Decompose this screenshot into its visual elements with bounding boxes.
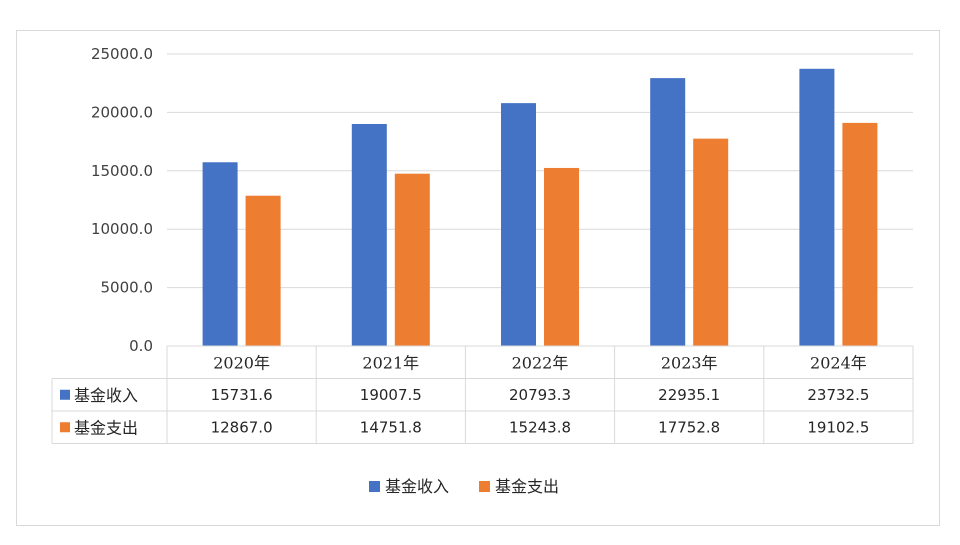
y-tick-label: 5000.0: [101, 279, 154, 297]
y-tick-label: 0.0: [129, 337, 153, 355]
legend-label: 基金支出: [495, 477, 559, 496]
bar-income: [799, 68, 835, 347]
y-tick-label: 25000.0: [91, 45, 153, 63]
table-cell: 15243.8: [509, 418, 571, 436]
bar-expense: [245, 195, 281, 346]
table-cell: 12867.0: [211, 418, 273, 436]
bar-expense: [544, 167, 579, 346]
y-tick-label: 10000.0: [91, 220, 153, 238]
bar-income: [202, 162, 238, 346]
legend-key: [479, 481, 490, 492]
table-legend-key: [60, 389, 70, 400]
table-cell: 17752.8: [658, 418, 720, 436]
legend-key: [369, 481, 380, 492]
y-tick-label: 20000.0: [91, 103, 153, 121]
y-tick-label: 15000.0: [91, 162, 153, 180]
bar-income: [501, 103, 536, 347]
bar-expense: [842, 122, 878, 346]
category-label: 2023年: [661, 353, 718, 372]
bar-income: [650, 78, 686, 346]
category-label: 2024年: [810, 353, 867, 372]
table-cell: 19102.5: [807, 418, 869, 436]
table-row-label: 基金支出: [74, 418, 138, 437]
bar-expense: [693, 138, 729, 346]
table-cell: 20793.3: [509, 386, 571, 404]
category-label: 2020年: [213, 353, 270, 372]
table-cell: 22935.1: [658, 386, 720, 404]
bar-expense: [394, 173, 430, 346]
table-cell: 23732.5: [807, 386, 869, 404]
table-cell: 15731.6: [211, 386, 273, 404]
category-label: 2021年: [362, 353, 419, 372]
table-legend-key: [60, 422, 70, 433]
table-cell: 14751.8: [360, 418, 422, 436]
table-row-label: 基金收入: [74, 386, 138, 405]
legend-label: 基金收入: [385, 477, 449, 496]
table-cell: 19007.5: [360, 386, 422, 404]
bar-income: [351, 123, 387, 346]
category-label: 2022年: [512, 353, 569, 372]
